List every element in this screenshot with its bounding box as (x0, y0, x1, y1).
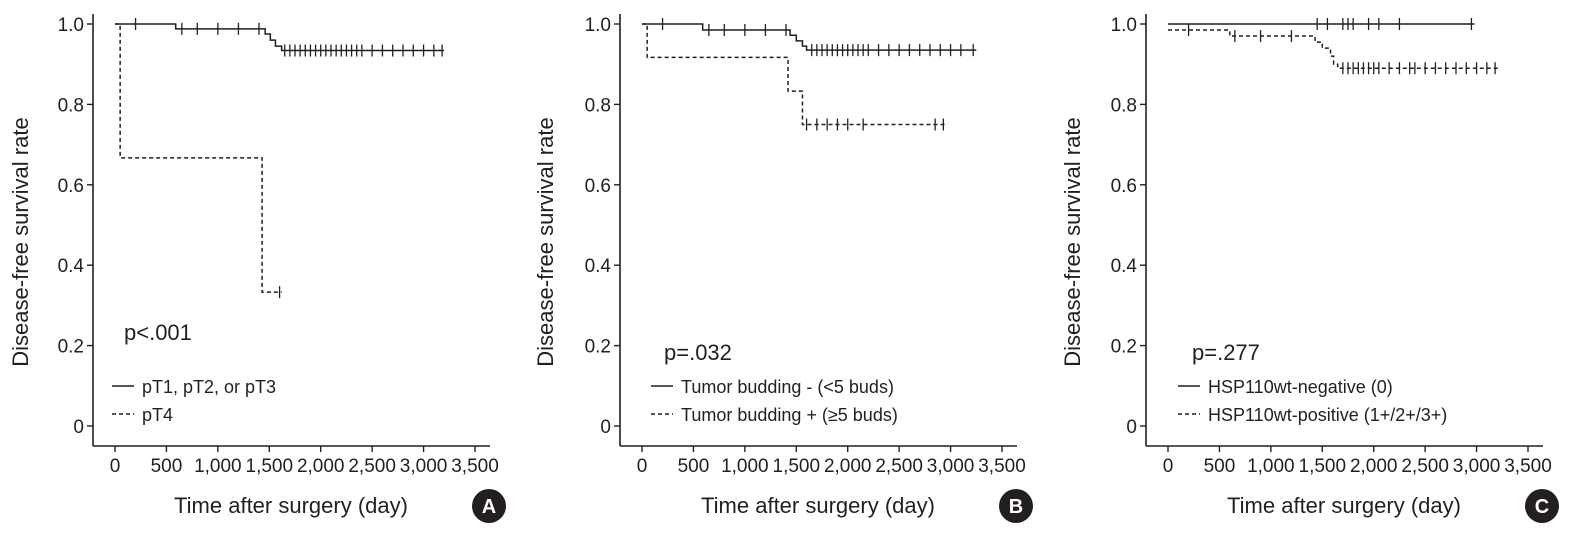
x-tick-label: 3,500 (451, 456, 499, 477)
legend-label-1: HSP110wt-negative (0) (1208, 377, 1393, 397)
x-axis-title: Time after surgery (day) (174, 493, 408, 518)
x-tick-label: 2,500 (875, 456, 923, 477)
x-tick-label: 3,500 (1504, 456, 1552, 477)
y-tick-label: 0.2 (1111, 337, 1137, 358)
x-tick-label: 2,000 (297, 456, 345, 477)
x-tick-label: 500 (1204, 456, 1236, 477)
panel-badge-label: B (1009, 496, 1023, 518)
y-tick-label: 0.6 (1111, 176, 1137, 197)
y-tick-label: 0.8 (1111, 95, 1137, 116)
y-tick-label: 0.8 (58, 95, 84, 116)
x-tick-label: 0 (1163, 456, 1174, 477)
y-axis-title: Disease-free survival rate (8, 117, 33, 366)
y-tick-label: 0.2 (58, 337, 84, 358)
chart-panel-c: 0 0.2 0.4 0.6 0.8 1.0 0 500 1,000 1,500 2,000 2,500… (1060, 14, 1559, 523)
legend-label-2: pT4 (142, 405, 173, 425)
x-tick-label: 500 (151, 456, 183, 477)
x-tick-label: 1,000 (721, 456, 769, 477)
panel-badge-circle (472, 489, 506, 523)
y-axis-title: Disease-free survival rate (1060, 117, 1085, 366)
x-tick-label: 3,000 (1453, 456, 1501, 477)
legend-label-2: Tumor budding + (≥5 buds) (681, 405, 898, 425)
x-tick-label: 1,500 (1299, 456, 1347, 477)
x-tick-label: 2,500 (348, 456, 396, 477)
y-tick-label: 0.4 (58, 256, 85, 277)
y-tick-label: 1.0 (585, 15, 611, 36)
panel-badge-label: C (1535, 496, 1549, 518)
y-tick-label: 0 (1126, 417, 1137, 438)
y-tick-label: 0 (600, 417, 611, 438)
survival-curve-2 (1168, 29, 1501, 69)
panel-badge-circle (1525, 489, 1559, 523)
y-tick-label: 0 (73, 417, 84, 438)
chart-panel-a: 0 0.2 0.4 0.6 0.8 1.0 0 500 1,000 1,500 2,000 2,500… (8, 14, 506, 523)
x-tick-label: 3,000 (927, 456, 975, 477)
x-tick-label: 3,500 (978, 456, 1026, 477)
x-tick-label: 2,000 (824, 456, 872, 477)
p-value-label: p=.032 (664, 340, 732, 365)
legend-label-1: Tumor budding - (<5 buds) (681, 377, 894, 397)
x-tick-label: 2,000 (1350, 456, 1398, 477)
y-tick-label: 1.0 (58, 15, 84, 36)
survival-curve-2 (115, 23, 282, 293)
x-tick-label: 1,000 (194, 456, 242, 477)
x-tick-label: 1,000 (1247, 456, 1295, 477)
y-tick-label: 1.0 (1111, 15, 1137, 36)
survival-curve-1 (642, 23, 977, 51)
x-tick-label: 2,500 (1401, 456, 1449, 477)
x-tick-label: 500 (678, 456, 710, 477)
y-tick-label: 0.8 (585, 95, 611, 116)
y-axis-title: Disease-free survival rate (533, 117, 558, 366)
x-tick-label: 3,000 (400, 456, 448, 477)
legend-label-1: pT1, pT2, or pT3 (142, 377, 276, 397)
chart-panel-b: 0 0.2 0.4 0.6 0.8 1.0 0 500 1,000 1,500 2,000 2,500… (533, 14, 1033, 523)
y-tick-label: 0.4 (1111, 256, 1138, 277)
x-tick-label: 1,500 (773, 456, 821, 477)
legend-label-2: HSP110wt-positive (1+/2+/3+) (1208, 405, 1447, 425)
panel-badge-label: A (482, 496, 496, 518)
p-value-label: p<.001 (124, 320, 192, 345)
survival-curve-1 (115, 23, 445, 52)
survival-curve-2 (642, 23, 948, 126)
x-axis-title: Time after surgery (day) (1227, 493, 1461, 518)
x-tick-label: 1,500 (246, 456, 294, 477)
x-axis-title: Time after surgery (day) (701, 493, 935, 518)
x-tick-label: 0 (637, 456, 648, 477)
y-tick-label: 0.6 (58, 176, 84, 197)
y-tick-label: 0.2 (585, 337, 611, 358)
x-tick-label: 0 (110, 456, 121, 477)
panel-badge-circle (999, 489, 1033, 523)
y-tick-label: 0.6 (585, 176, 611, 197)
y-tick-label: 0.4 (585, 256, 612, 277)
p-value-label: p=.277 (1192, 340, 1260, 365)
